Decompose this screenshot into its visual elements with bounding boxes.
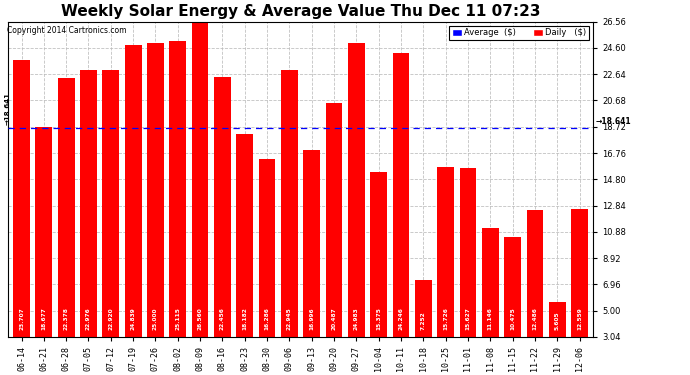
Text: 22.945: 22.945 xyxy=(287,308,292,330)
Text: 22.456: 22.456 xyxy=(220,307,225,330)
Bar xyxy=(482,228,499,337)
Bar xyxy=(326,103,342,337)
Bar xyxy=(571,209,588,337)
Bar xyxy=(58,78,75,337)
Bar xyxy=(259,159,275,337)
Text: 20.487: 20.487 xyxy=(331,308,337,330)
Bar xyxy=(437,167,454,337)
Text: →18.641: →18.641 xyxy=(595,117,631,126)
Bar xyxy=(13,60,30,337)
Bar xyxy=(237,134,253,337)
Bar xyxy=(102,70,119,337)
Bar xyxy=(170,41,186,337)
Text: Copyright 2014 Cartronics.com: Copyright 2014 Cartronics.com xyxy=(7,26,126,35)
Bar xyxy=(526,210,543,337)
Text: 24.246: 24.246 xyxy=(399,307,404,330)
Text: 24.839: 24.839 xyxy=(130,308,136,330)
Text: 25.000: 25.000 xyxy=(153,308,158,330)
Text: 15.375: 15.375 xyxy=(376,307,381,330)
Text: 10.475: 10.475 xyxy=(510,308,515,330)
Text: 7.252: 7.252 xyxy=(421,311,426,330)
Title: Weekly Solar Energy & Average Value Thu Dec 11 07:23: Weekly Solar Energy & Average Value Thu … xyxy=(61,4,540,19)
Text: 24.983: 24.983 xyxy=(354,308,359,330)
Text: 22.976: 22.976 xyxy=(86,308,91,330)
Bar xyxy=(504,237,521,337)
Bar xyxy=(147,43,164,337)
Legend: Average  ($), Daily   ($): Average ($), Daily ($) xyxy=(449,26,589,40)
Text: 26.560: 26.560 xyxy=(197,308,203,330)
Text: 15.726: 15.726 xyxy=(443,307,448,330)
Text: 25.115: 25.115 xyxy=(175,307,180,330)
Bar xyxy=(304,150,320,337)
Bar xyxy=(214,77,230,337)
Bar xyxy=(281,70,298,337)
Bar xyxy=(393,53,409,337)
Text: 22.920: 22.920 xyxy=(108,308,113,330)
Bar xyxy=(549,303,566,337)
Bar xyxy=(125,45,141,337)
Text: 16.286: 16.286 xyxy=(264,307,270,330)
Text: →18.641: →18.641 xyxy=(4,92,10,125)
Text: 23.707: 23.707 xyxy=(19,308,24,330)
Bar xyxy=(192,22,208,337)
Text: 22.378: 22.378 xyxy=(63,307,69,330)
Bar xyxy=(80,70,97,337)
Text: 16.996: 16.996 xyxy=(309,308,314,330)
Text: 12.559: 12.559 xyxy=(577,308,582,330)
Bar xyxy=(35,128,52,337)
Text: 18.677: 18.677 xyxy=(41,307,46,330)
Bar xyxy=(415,280,432,337)
Text: 5.605: 5.605 xyxy=(555,312,560,330)
Text: 18.182: 18.182 xyxy=(242,307,247,330)
Bar xyxy=(348,43,365,337)
Text: 11.146: 11.146 xyxy=(488,307,493,330)
Text: 12.486: 12.486 xyxy=(533,307,538,330)
Bar xyxy=(460,168,476,337)
Text: 15.627: 15.627 xyxy=(466,307,471,330)
Bar xyxy=(371,171,387,337)
